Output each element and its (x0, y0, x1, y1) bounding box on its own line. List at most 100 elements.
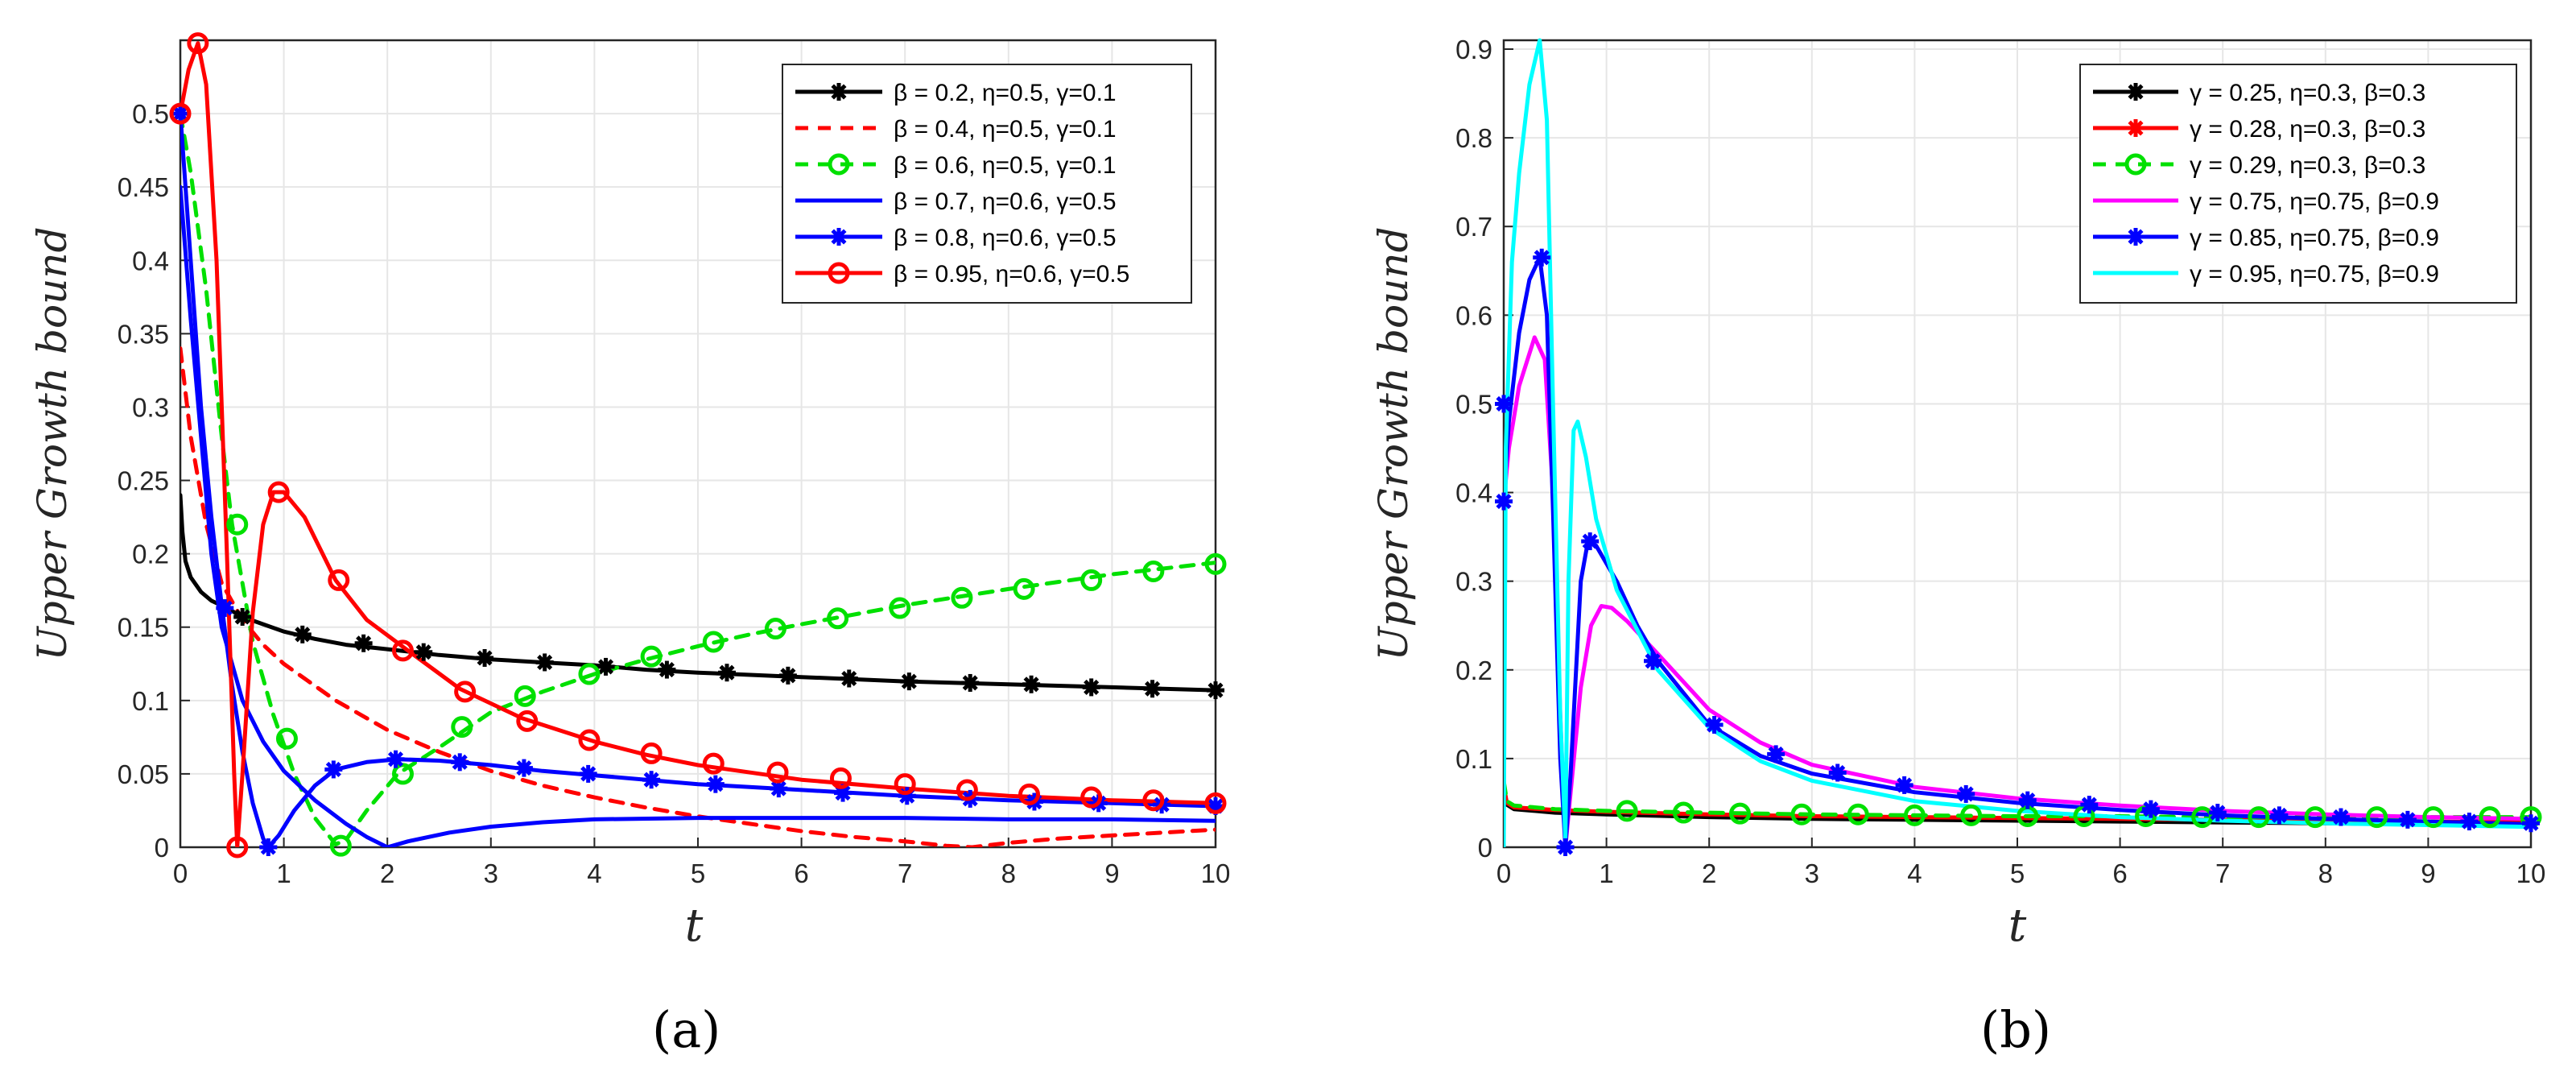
series-1-marker (476, 648, 494, 667)
series-5-marker-arm (708, 776, 724, 792)
series-3-marker (1960, 804, 1983, 826)
legend-marker-5-arm (2128, 229, 2144, 245)
series-3-marker (226, 513, 249, 536)
legend-marker-3 (828, 153, 850, 176)
series-6-marker (226, 836, 249, 859)
y-tick-label: 0.2 (1455, 656, 1492, 685)
x-tick-label: 0 (1496, 859, 1511, 888)
series-5-marker (1957, 784, 1975, 803)
y-tick-label: 0.7 (1455, 212, 1492, 242)
panel-a-chart: 0 1 2 3 4 5 6 7 8 9 10 0 0.05 0.1 0.15 0.2 0.25 0.3 0.35 0.… (29, 32, 1231, 1059)
legend-marker-3 (2124, 153, 2147, 176)
legend-marker-1-arm (2128, 84, 2144, 100)
legend: γ = 0.25, η=0.3, β=0.3 γ = 0.28, η=0.3, β… (2079, 64, 2517, 304)
legend-entry-1: γ = 0.25, η=0.3, β=0.3 (2190, 80, 2425, 106)
legend-entry-4: β = 0.7, η=0.6, γ=0.5 (894, 188, 1117, 215)
series-6-marker (1018, 783, 1041, 805)
series-6-marker (702, 752, 724, 775)
series-6-marker (578, 729, 601, 751)
series-3-marker (951, 586, 973, 609)
x-tick-label: 6 (794, 859, 808, 888)
series-5-marker (579, 764, 597, 783)
series-5-marker (1767, 745, 1785, 763)
series-5-marker (2331, 808, 2350, 826)
series-1-marker (961, 673, 980, 692)
y-tick-label: 0.05 (118, 759, 169, 789)
y-tick-label: 0.45 (118, 172, 169, 202)
y-tick-label: 0.6 (1455, 300, 1492, 330)
x-tick-label: 9 (1104, 859, 1119, 888)
series-3-marker (1903, 804, 1926, 826)
series-5-marker-arm (2143, 801, 2159, 817)
series-5-marker (171, 105, 189, 123)
series-1-marker (658, 660, 676, 679)
series-5-marker (2080, 796, 2099, 814)
series-1-marker-arm (1084, 679, 1100, 695)
series-line-4 (1504, 335, 2531, 847)
series-1-marker (718, 664, 737, 682)
series-1-marker-arm (962, 675, 978, 691)
series-3-marker (451, 716, 473, 739)
series-5-marker-arm (2081, 796, 2097, 813)
series-5-marker-arm (1582, 533, 1598, 549)
series-5-marker-arm (260, 839, 276, 855)
series-3-marker (1080, 569, 1103, 591)
series-1-marker (535, 653, 554, 672)
legend-marker-6 (828, 262, 850, 284)
series-5-marker-arm (172, 106, 188, 122)
series-5-marker-arm (2210, 805, 2226, 821)
series-6-marker (894, 773, 916, 796)
x-tick-label: 5 (2010, 859, 2025, 888)
y-tick-label: 0.35 (118, 319, 169, 349)
series-3-marker (1616, 800, 1638, 822)
series-6-marker (391, 639, 414, 662)
series-5-marker-arm (1645, 653, 1661, 669)
x-tick-label: 4 (1907, 859, 1922, 888)
series-6-marker (1080, 786, 1103, 809)
series-5-marker-arm (643, 772, 659, 788)
y-tick-label: 0.3 (132, 392, 169, 422)
panel-b-chart: 0 1 2 3 4 5 6 7 8 9 10 0 0.1 0.2 0.3 0.4 0.5 0.6 0.7 0.8 0.9… (1370, 35, 2545, 1059)
series-5-marker (2270, 806, 2289, 825)
series-3-marker (391, 763, 414, 785)
series-5-marker-arm (516, 760, 532, 776)
series-1-marker (840, 669, 858, 688)
series-1-marker-arm (841, 670, 857, 687)
x-tick-label: 2 (1702, 859, 1716, 888)
legend-entry-6: β = 0.95, η=0.6, γ=0.5 (894, 261, 1129, 288)
series-5-marker-arm (217, 600, 233, 616)
series-5-marker-arm (1768, 746, 1784, 762)
series-5-marker-arm (452, 754, 468, 770)
series-5-marker-arm (835, 785, 851, 801)
series-1-marker-arm (780, 668, 796, 684)
series-1-marker (1143, 680, 1162, 698)
x-tick-label: 8 (2318, 859, 2333, 888)
y-tick-label: 0.1 (132, 686, 169, 716)
series-6-marker (454, 681, 477, 703)
x-tick-label: 10 (1201, 859, 1231, 888)
legend-entry-4: γ = 0.75, η=0.75, β=0.9 (2190, 188, 2439, 215)
y-tick-label: 0 (1478, 833, 1492, 863)
series-1-marker (415, 643, 433, 661)
series-line-6 (180, 41, 1216, 847)
series-5-marker (2460, 813, 2479, 831)
series-5-marker (1495, 395, 1513, 413)
series-6-marker (187, 32, 209, 55)
x-tick-label: 4 (587, 859, 601, 888)
series-3-marker (702, 631, 724, 653)
series-3-marker (275, 727, 298, 750)
x-tick-label: 10 (2516, 859, 2546, 888)
series-5-marker-arm (2020, 792, 2036, 809)
legend-marker-5-arm (831, 229, 847, 245)
y-tick-label: 0.25 (118, 466, 169, 496)
series-5-marker-arm (387, 751, 404, 767)
series-6-marker (328, 569, 350, 591)
series-6-marker (169, 102, 192, 125)
series-1-marker-arm (356, 635, 372, 652)
legend-marker-1 (2127, 83, 2145, 101)
legend-marker-5 (2127, 228, 2145, 246)
series-3-marker (640, 645, 663, 668)
series-1-marker (1082, 678, 1100, 697)
series-5-marker-arm (580, 766, 597, 782)
series-6-marker (1204, 792, 1227, 814)
